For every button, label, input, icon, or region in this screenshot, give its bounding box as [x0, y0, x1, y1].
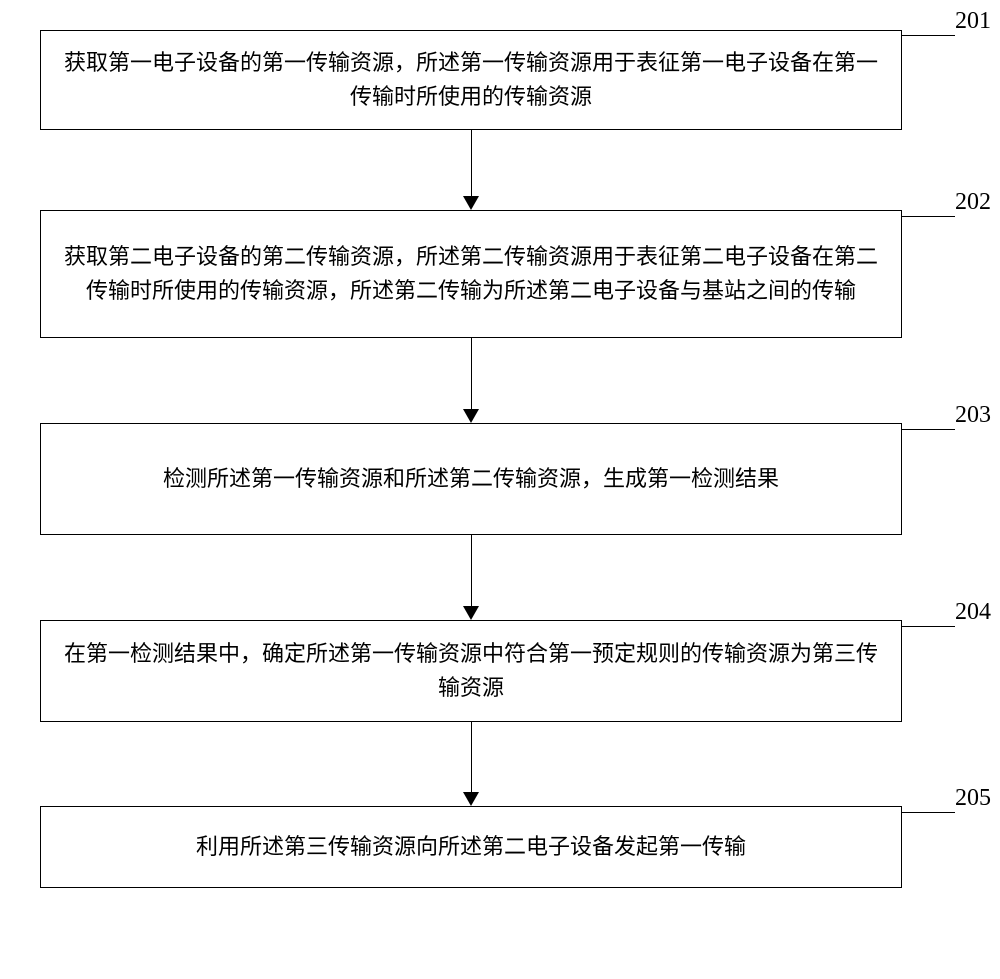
leader-line — [902, 812, 955, 813]
arrow-head-icon — [463, 792, 479, 806]
flow-node-205: 利用所述第三传输资源向所述第二电子设备发起第一传输 — [40, 806, 902, 888]
flow-node-201: 获取第一电子设备的第一传输资源，所述第一传输资源用于表征第一电子设备在第一传输时… — [40, 30, 902, 130]
flow-node-text: 获取第二电子设备的第二传输资源，所述第二传输资源用于表征第二电子设备在第二传输时… — [55, 240, 887, 308]
step-label-204: 204 — [955, 599, 991, 626]
flow-node-text: 利用所述第三传输资源向所述第二电子设备发起第一传输 — [196, 830, 746, 864]
arrow-shaft — [471, 722, 472, 792]
flow-node-202: 获取第二电子设备的第二传输资源，所述第二传输资源用于表征第二电子设备在第二传输时… — [40, 210, 902, 338]
leader-line — [902, 429, 955, 430]
flow-node-text: 获取第一电子设备的第一传输资源，所述第一传输资源用于表征第一电子设备在第一传输时… — [55, 46, 887, 114]
arrow-shaft — [471, 338, 472, 409]
flowchart-canvas: 获取第一电子设备的第一传输资源，所述第一传输资源用于表征第一电子设备在第一传输时… — [0, 0, 1000, 979]
step-label-201: 201 — [955, 8, 991, 35]
flow-node-204: 在第一检测结果中，确定所述第一传输资源中符合第一预定规则的传输资源为第三传输资源 — [40, 620, 902, 722]
flow-node-text: 检测所述第一传输资源和所述第二传输资源，生成第一检测结果 — [163, 462, 779, 496]
arrow-shaft — [471, 130, 472, 196]
arrow-head-icon — [463, 196, 479, 210]
step-label-202: 202 — [955, 189, 991, 216]
flow-node-text: 在第一检测结果中，确定所述第一传输资源中符合第一预定规则的传输资源为第三传输资源 — [55, 637, 887, 705]
leader-line — [902, 216, 955, 217]
leader-line — [902, 35, 955, 36]
arrow-shaft — [471, 535, 472, 606]
leader-line — [902, 626, 955, 627]
step-label-203: 203 — [955, 402, 991, 429]
arrow-head-icon — [463, 606, 479, 620]
arrow-head-icon — [463, 409, 479, 423]
step-label-205: 205 — [955, 785, 991, 812]
flow-node-203: 检测所述第一传输资源和所述第二传输资源，生成第一检测结果 — [40, 423, 902, 535]
